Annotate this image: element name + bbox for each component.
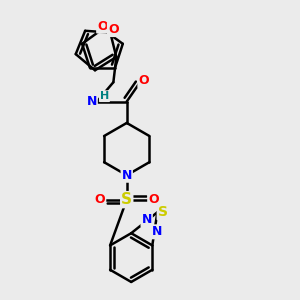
Text: O: O: [138, 74, 149, 87]
Text: S: S: [121, 192, 132, 207]
Text: N: N: [142, 213, 152, 226]
Text: N: N: [152, 225, 162, 238]
Text: N: N: [122, 169, 132, 182]
Text: O: O: [97, 20, 108, 33]
Text: H: H: [100, 91, 109, 101]
Text: S: S: [158, 205, 168, 219]
Text: N: N: [86, 95, 97, 108]
Text: O: O: [148, 193, 159, 206]
Text: O: O: [108, 23, 119, 36]
Text: O: O: [95, 193, 105, 206]
